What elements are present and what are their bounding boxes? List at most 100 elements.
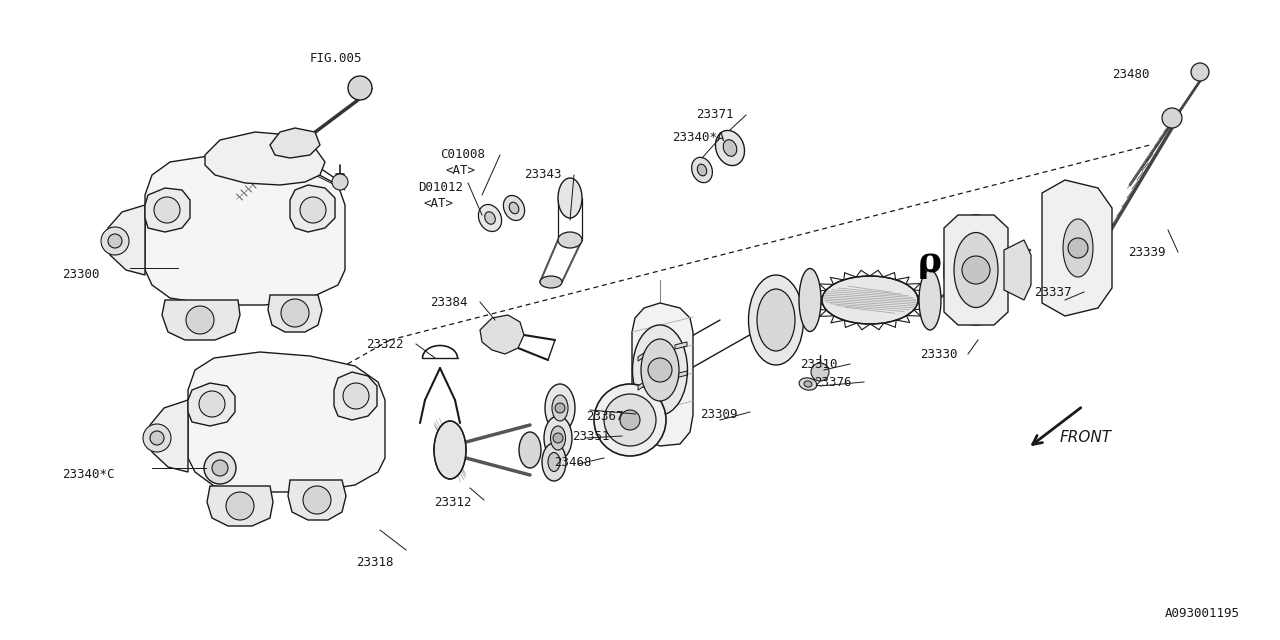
Text: 23312: 23312 [434,496,471,509]
Ellipse shape [479,205,502,232]
Ellipse shape [698,164,707,176]
Circle shape [348,76,372,100]
Ellipse shape [552,395,568,421]
Text: <AT>: <AT> [422,197,453,210]
Text: 23351: 23351 [572,430,609,443]
Polygon shape [480,315,524,354]
Text: 23309: 23309 [700,408,737,421]
Circle shape [300,197,326,223]
Ellipse shape [550,426,566,450]
Text: 23367: 23367 [586,410,623,423]
Polygon shape [188,383,236,426]
Text: 23371: 23371 [696,108,733,121]
Polygon shape [268,295,323,332]
Polygon shape [637,378,650,390]
Circle shape [553,433,563,443]
Ellipse shape [641,339,678,401]
Circle shape [343,383,369,409]
Circle shape [108,234,122,248]
Polygon shape [205,132,325,185]
Ellipse shape [954,232,998,307]
Ellipse shape [604,394,657,446]
Ellipse shape [509,202,518,214]
Circle shape [101,227,129,255]
Ellipse shape [540,276,562,288]
Circle shape [1162,108,1181,128]
Ellipse shape [485,212,495,224]
Ellipse shape [434,421,466,479]
Polygon shape [188,352,385,492]
Circle shape [1068,238,1088,258]
Polygon shape [675,371,687,378]
Text: 23340*A: 23340*A [672,131,724,144]
Ellipse shape [723,140,737,156]
Polygon shape [675,342,687,349]
Circle shape [204,452,236,484]
Text: FIG.005: FIG.005 [310,52,362,65]
Circle shape [648,358,672,382]
Circle shape [1190,63,1210,81]
Ellipse shape [545,384,575,432]
Polygon shape [145,188,189,232]
Circle shape [143,424,172,452]
Text: 23318: 23318 [356,556,393,569]
Text: 23330: 23330 [920,348,957,361]
Circle shape [812,363,829,381]
Circle shape [150,431,164,445]
Polygon shape [270,128,320,158]
Polygon shape [632,303,692,446]
Text: 23384: 23384 [430,296,467,309]
Polygon shape [637,349,650,361]
Text: 23300: 23300 [61,268,100,281]
Polygon shape [108,205,145,275]
Polygon shape [945,215,1009,325]
Ellipse shape [822,276,918,324]
Ellipse shape [1050,203,1100,293]
Text: 23468: 23468 [554,456,591,469]
Text: 23322: 23322 [366,338,403,351]
Ellipse shape [804,381,812,387]
Text: 23337: 23337 [1034,286,1071,299]
Polygon shape [291,185,335,232]
Circle shape [282,299,308,327]
Ellipse shape [541,443,566,481]
Ellipse shape [518,432,541,468]
Ellipse shape [548,452,561,472]
Text: 23376: 23376 [814,376,851,389]
Polygon shape [334,372,378,420]
Circle shape [186,306,214,334]
Circle shape [154,197,180,223]
Ellipse shape [558,178,582,218]
Circle shape [332,174,348,190]
Circle shape [227,492,253,520]
Ellipse shape [1062,219,1093,277]
Polygon shape [163,300,241,340]
Polygon shape [145,155,346,305]
Circle shape [212,460,228,476]
Ellipse shape [632,325,687,415]
Circle shape [198,391,225,417]
Polygon shape [288,480,346,520]
Text: A093001195: A093001195 [1165,607,1240,620]
Ellipse shape [594,384,666,456]
Ellipse shape [691,157,713,182]
Circle shape [963,256,989,284]
Text: D01012: D01012 [419,181,463,194]
Text: 23339: 23339 [1128,246,1166,259]
Ellipse shape [558,232,582,248]
Ellipse shape [799,378,817,390]
Text: 23343: 23343 [524,168,562,181]
Polygon shape [1042,180,1112,316]
Polygon shape [207,486,273,526]
Ellipse shape [716,131,745,166]
Ellipse shape [945,215,1009,325]
Ellipse shape [799,269,820,332]
Text: 23310: 23310 [800,358,837,371]
Text: ρ: ρ [918,245,942,279]
Circle shape [303,486,332,514]
Ellipse shape [919,270,941,330]
Polygon shape [150,400,188,472]
Text: 23480: 23480 [1112,68,1149,81]
Ellipse shape [544,416,572,460]
Text: 23340*C: 23340*C [61,468,114,481]
